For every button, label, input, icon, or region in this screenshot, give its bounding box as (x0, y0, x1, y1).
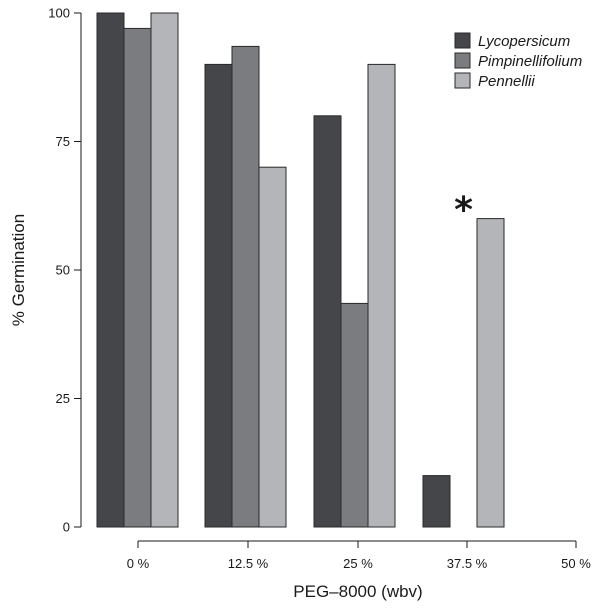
x-tick-label: 0 % (127, 556, 150, 571)
x-axis: 0 % 12.5 % 25 % 37.5 % 50 % (127, 540, 591, 571)
x-tick-label: 12.5 % (228, 556, 269, 571)
legend-swatch-pennellii (454, 72, 471, 89)
annotations: * (454, 190, 473, 231)
y-tick-label: 0 (63, 520, 70, 535)
significance-asterisk: * (454, 190, 473, 231)
bars (96, 12, 505, 528)
bar-pennellii-2 (367, 63, 396, 528)
bar-pennellii-3 (476, 218, 505, 528)
legend-swatch-lycopersicum (454, 32, 471, 49)
y-tick-label: 50 (56, 263, 70, 278)
x-tick-label: 50 % (561, 556, 591, 571)
bar-lycopersicum-0 (96, 12, 125, 528)
y-tick-label: 25 (56, 391, 70, 406)
bar-pennellii-0 (150, 12, 179, 528)
bar-lycopersicum-3 (422, 475, 451, 528)
x-tick-label: 37.5 % (447, 556, 488, 571)
bar-lycopersicum-1 (204, 63, 233, 528)
x-tick-label: 25 % (343, 556, 373, 571)
bar-pimpinellifolium-2 (340, 302, 369, 528)
legend-label-pennellii: Pennellii (478, 73, 535, 90)
y-tick-label: 100 (48, 6, 70, 21)
bar-pimpinellifolium-1 (231, 45, 260, 528)
y-axis: 0 25 50 75 100 (48, 6, 82, 535)
y-tick-label: 75 (56, 134, 70, 149)
x-axis-label: PEG–8000 (wbv) (293, 582, 422, 601)
bar-pimpinellifolium-0 (123, 27, 152, 528)
legend-swatch-pimpinellifolium (454, 52, 471, 69)
y-axis-label: % Germination (9, 214, 28, 326)
legend-label-lycopersicum: Lycopersicum (478, 33, 570, 50)
bar-pennellii-1 (258, 166, 287, 528)
bar-lycopersicum-2 (313, 115, 342, 528)
legend-label-pimpinellifolium: Pimpinellifolium (478, 53, 582, 70)
legend: Lycopersicum Pimpinellifolium Pennellii (454, 32, 582, 90)
